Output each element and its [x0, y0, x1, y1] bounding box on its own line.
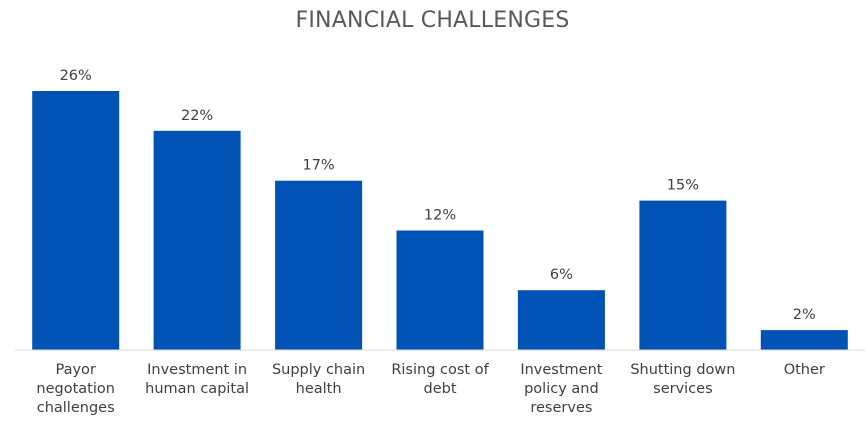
data-label-5: 15% — [667, 178, 699, 194]
data-label-4: 6% — [550, 267, 573, 283]
chart-title: FINANCIAL CHALLENGES — [295, 8, 570, 33]
bar-6 — [760, 330, 848, 350]
category-label-0: Payor negotation challenges — [16, 361, 136, 418]
category-label-3: Rising cost of debt — [380, 361, 500, 399]
value-labels-layer: 26% 22% 17% 12% 6% 15% 2% — [60, 68, 816, 323]
data-label-1: 22% — [181, 108, 213, 124]
category-label-line: debt — [423, 381, 457, 397]
bar-3 — [396, 230, 484, 350]
category-label-line: Supply chain — [271, 362, 366, 378]
category-label-line: Investment in — [147, 362, 248, 378]
bar-5 — [639, 200, 727, 350]
data-label-6: 2% — [793, 307, 816, 323]
category-label-2: Supply chain health — [259, 361, 379, 399]
bars-layer — [32, 91, 848, 350]
data-label-0: 26% — [60, 68, 92, 84]
category-label-6: Other — [744, 361, 864, 380]
data-label-3: 12% — [424, 208, 456, 224]
category-label-line: Investment — [520, 362, 603, 378]
category-label-line: Other — [783, 362, 825, 378]
bar-4 — [517, 290, 605, 350]
data-label-2: 17% — [302, 158, 334, 174]
bar-1 — [153, 130, 241, 350]
category-label-4: Investment policy and reserves — [501, 361, 621, 418]
category-label-line: reserves — [530, 400, 593, 416]
category-label-5: Shutting down services — [623, 361, 743, 399]
category-label-line: Rising cost of — [391, 362, 489, 378]
bar-2 — [275, 180, 363, 350]
bar-0 — [32, 91, 120, 350]
category-label-line: policy and — [524, 381, 599, 397]
category-label-1: Investment in human capital — [137, 361, 257, 399]
category-label-line: services — [653, 381, 713, 397]
category-label-line: Payor — [55, 362, 96, 378]
category-label-line: challenges — [36, 400, 115, 416]
category-label-line: human capital — [145, 381, 250, 397]
category-label-line: Shutting down — [630, 362, 736, 378]
category-label-line: negotation — [36, 381, 115, 397]
category-label-line: health — [295, 381, 342, 397]
